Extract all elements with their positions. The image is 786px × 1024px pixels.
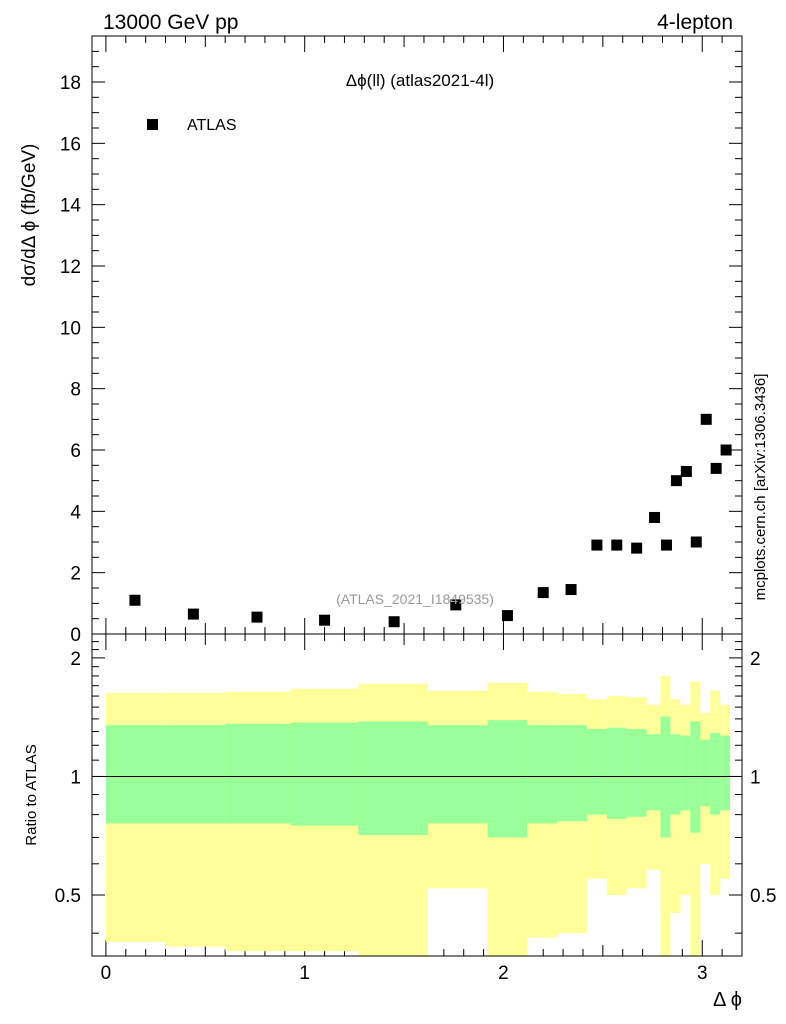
- data-point: [720, 444, 732, 456]
- y-tick-label: 14: [60, 196, 82, 217]
- data-point: [670, 475, 682, 487]
- ratio-inner-band-2: [225, 723, 291, 824]
- x-axis-label: Δ ϕ: [713, 989, 742, 1011]
- data-point: [700, 413, 712, 425]
- y-tick-label: 18: [60, 73, 81, 94]
- ratio-y-tick-label-left: 0.5: [55, 886, 81, 907]
- data-point: [690, 536, 702, 548]
- ratio-inner-band-0: [105, 725, 166, 824]
- x-tick-label: 0: [101, 963, 112, 984]
- ratio-frame: [91, 633, 743, 957]
- ratio-inner-band-6: [487, 720, 528, 838]
- ratio-inner-band-8: [557, 725, 587, 822]
- plot-title: Δϕ(ll) (atlas2021-4l): [346, 71, 494, 90]
- y-tick-label: 2: [70, 564, 81, 585]
- ratio-inner-band-7: [527, 725, 558, 824]
- ratio-inner-band-19: [720, 735, 731, 811]
- data-point: [631, 542, 643, 554]
- ratio-inner-band-13: [660, 716, 671, 838]
- header-right: 4-lepton: [657, 11, 733, 34]
- data-point: [129, 594, 141, 606]
- ratio-inner-band-10: [606, 727, 627, 819]
- y-tick-label: 10: [60, 318, 81, 339]
- ratio-inner-band-15: [680, 735, 691, 811]
- data-point: [710, 462, 722, 474]
- ratio-y-tick-label-right: 0.5: [750, 886, 776, 907]
- data-point: [187, 608, 199, 620]
- x-tick-label: 2: [498, 963, 509, 984]
- ratio-inner-band-14: [670, 734, 681, 815]
- data-point: [450, 599, 462, 611]
- ratio-inner-band-16: [690, 721, 701, 833]
- ratio-y-tick-label-left: 2: [70, 649, 81, 670]
- x-tick-label: 1: [299, 963, 310, 984]
- data-point: [319, 614, 331, 626]
- ratio-panel: 0.5 0.5 1 1 2 2 0 1 2 3 Ratio to ATLAS Δ ϕ: [23, 633, 776, 1011]
- data-point: [388, 616, 400, 628]
- ratio-inner-band-9: [586, 728, 607, 815]
- legend-label: ATLAS: [187, 117, 237, 134]
- data-point: [501, 610, 513, 622]
- data-point: [611, 539, 623, 551]
- ratio-inner-band-4: [358, 721, 428, 836]
- data-point: [565, 584, 577, 596]
- main-y-axis-label: dσ/dΔ ϕ (fb/GeV): [19, 144, 40, 287]
- watermark: (ATLAS_2021_I1849535): [336, 591, 494, 607]
- ratio-inner-band-5: [427, 725, 488, 824]
- y-tick-label: 12: [60, 257, 81, 278]
- data-point: [537, 587, 549, 599]
- legend-marker: [147, 119, 158, 130]
- ratio-inner-band-1: [165, 725, 226, 824]
- header-left: 13000 GeV pp: [103, 11, 238, 34]
- ratio-inner-band-11: [626, 728, 647, 817]
- y-tick-label: 6: [70, 441, 81, 462]
- ratio-inner-band-12: [646, 734, 661, 811]
- y-tick-label: 0: [70, 625, 81, 646]
- ratio-y-axis-label: Ratio to ATLAS: [23, 744, 40, 845]
- data-point: [591, 539, 603, 551]
- data-point: [649, 511, 661, 523]
- data-point: [660, 539, 672, 551]
- ratio-inner-band-18: [710, 732, 721, 815]
- ratio-inner-band-17: [700, 739, 711, 807]
- ratio-y-tick-label-right: 1: [750, 767, 761, 788]
- ratio-y-tick-label-right: 2: [750, 649, 761, 670]
- data-point: [251, 611, 263, 623]
- ratio-y-tick-label-left: 1: [70, 767, 81, 788]
- side-label: mcplots.cern.ch [arXiv:1306.3436]: [752, 374, 769, 601]
- x-tick-label: 3: [697, 963, 708, 984]
- ratio-axis-ticks: 0.5 0.5 1 1 2 2 0 1 2 3: [55, 641, 776, 984]
- y-tick-label: 4: [70, 502, 81, 523]
- y-tick-label: 8: [70, 380, 81, 401]
- ratio-inner-band-3: [290, 722, 359, 826]
- y-tick-label: 16: [60, 134, 81, 155]
- data-point: [680, 465, 692, 477]
